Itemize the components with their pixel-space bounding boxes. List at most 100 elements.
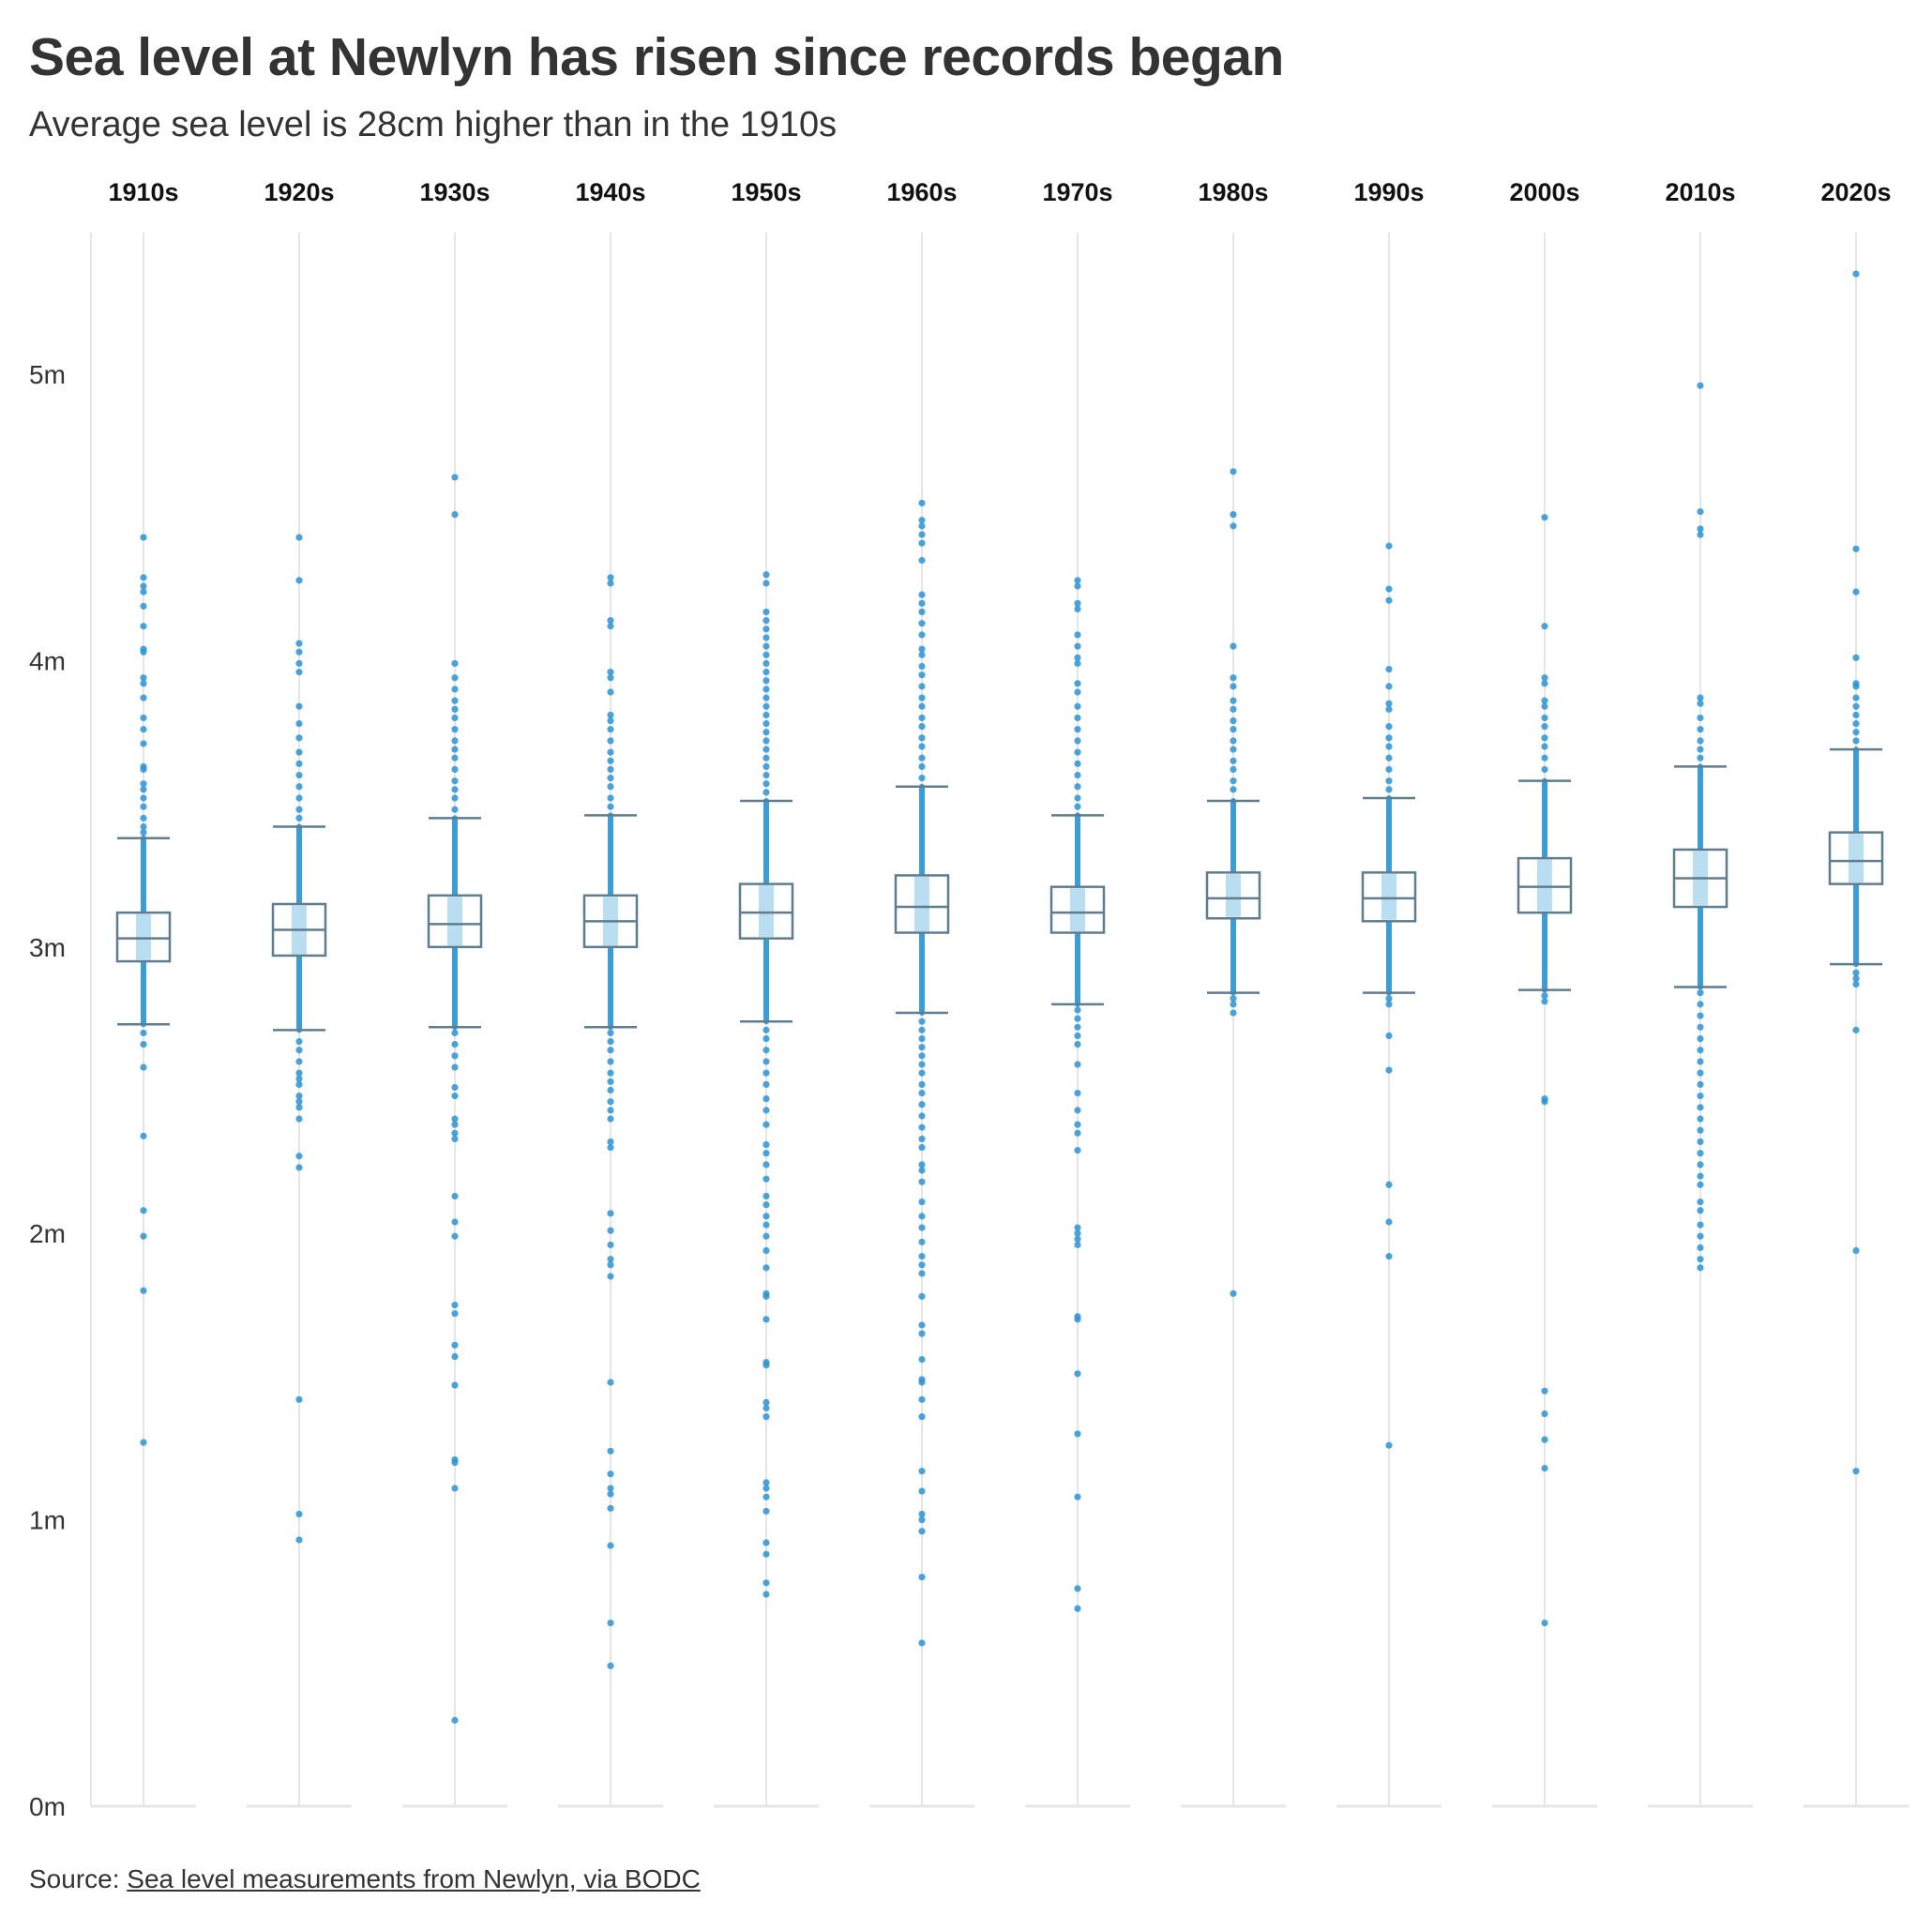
outlier-point xyxy=(140,1287,147,1294)
outlier-point xyxy=(1541,723,1548,731)
outlier-point xyxy=(1074,1107,1081,1114)
source-note: Source: Sea level measurements from Newl… xyxy=(29,1864,701,1894)
outlier-point xyxy=(451,705,459,713)
outlier-point xyxy=(1385,743,1393,750)
outlier-point xyxy=(295,1510,303,1518)
outlier-point xyxy=(918,1112,926,1120)
outlier-point xyxy=(140,602,147,610)
outlier-point xyxy=(1697,1207,1704,1214)
outlier-point xyxy=(140,574,147,581)
outlier-point xyxy=(140,1029,147,1037)
outlier-point xyxy=(1230,683,1237,690)
outlier-point xyxy=(1230,777,1237,785)
outlier-point xyxy=(607,1273,614,1280)
outlier-point xyxy=(918,754,926,761)
outlier-point xyxy=(762,1080,770,1088)
outlier-point xyxy=(1541,743,1548,750)
outlier-point xyxy=(918,1516,926,1524)
outlier-point xyxy=(1074,1316,1081,1323)
outlier-point xyxy=(918,1574,926,1581)
x-category-label: 1980s xyxy=(1198,178,1268,206)
outlier-point xyxy=(1852,980,1860,988)
box-1920s xyxy=(271,825,327,1032)
outlier-point xyxy=(1697,1058,1704,1065)
outlier-point xyxy=(1852,711,1860,719)
outlier-point xyxy=(1074,748,1081,756)
outlier-point xyxy=(918,1639,926,1647)
outlier-point xyxy=(1385,1181,1393,1188)
outlier-point xyxy=(140,534,147,541)
outlier-point xyxy=(918,1330,926,1337)
outlier-point xyxy=(918,775,926,782)
x-category-label: 1960s xyxy=(886,178,957,206)
outlier-point xyxy=(295,760,303,767)
outlier-point xyxy=(451,786,459,793)
outlier-point xyxy=(1385,596,1393,604)
box-2020s xyxy=(1828,747,1884,966)
outlier-point xyxy=(1697,694,1704,701)
outlier-point xyxy=(918,591,926,598)
outlier-point xyxy=(918,1199,926,1206)
outlier-point xyxy=(140,794,147,802)
outlier-point xyxy=(1697,737,1704,745)
outlier-point xyxy=(918,1468,926,1475)
outlier-point xyxy=(918,556,926,565)
x-category-label: 1910s xyxy=(108,178,178,206)
y-tick-label: 0m xyxy=(29,1792,66,1821)
outlier-point xyxy=(607,580,614,587)
outlier-point xyxy=(607,748,614,756)
outlier-point xyxy=(607,794,614,802)
outlier-point xyxy=(607,1115,614,1123)
outlier-point xyxy=(762,1232,770,1240)
outlier-point xyxy=(918,1261,926,1269)
outlier-point xyxy=(1074,702,1081,710)
outlier-point xyxy=(1852,683,1860,690)
outlier-point xyxy=(762,1591,770,1598)
outlier-point xyxy=(607,1619,614,1627)
outlier-point xyxy=(762,1479,770,1486)
outlier-point xyxy=(918,517,926,524)
outlier-point xyxy=(762,1192,770,1200)
outlier-point xyxy=(140,822,147,831)
outlier-point xyxy=(140,1439,147,1446)
outlier-point xyxy=(762,617,770,625)
outlier-point xyxy=(451,1129,459,1137)
outlier-point xyxy=(607,1490,614,1498)
outlier-point xyxy=(1541,1098,1548,1106)
outlier-point xyxy=(1074,1129,1081,1137)
outlier-point xyxy=(451,474,459,481)
outlier-point xyxy=(451,1716,459,1724)
outlier-point xyxy=(140,1232,147,1240)
box-1910s xyxy=(115,837,172,1026)
outlier-point xyxy=(762,677,770,685)
outlier-point xyxy=(1385,1032,1393,1040)
outlier-point xyxy=(140,582,147,590)
y-tick-label: 4m xyxy=(29,646,66,675)
outlier-point xyxy=(295,1395,303,1403)
outlier-point xyxy=(762,762,770,770)
outlier-point xyxy=(762,1398,770,1406)
outlier-point xyxy=(1541,623,1548,630)
outlier-point xyxy=(1852,588,1860,596)
outlier-point xyxy=(295,1047,303,1054)
outlier-point xyxy=(1697,525,1704,533)
outlier-point xyxy=(451,1301,459,1309)
outlier-point xyxy=(1385,665,1393,673)
outlier-point xyxy=(295,1093,303,1100)
outlier-point xyxy=(1385,542,1393,550)
outlier-point xyxy=(1697,1012,1704,1019)
outlier-point xyxy=(295,1075,303,1082)
outlier-point xyxy=(918,1052,926,1060)
outlier-point xyxy=(1074,1089,1081,1097)
outlier-point xyxy=(140,714,147,722)
outlier-point xyxy=(451,1121,459,1128)
outlier-point xyxy=(451,1352,459,1361)
outlier-point xyxy=(140,740,147,747)
outlier-point xyxy=(1385,1066,1393,1074)
outlier-point xyxy=(140,588,147,596)
outlier-point xyxy=(762,651,770,658)
outlier-point xyxy=(918,539,926,547)
outlier-point xyxy=(762,1140,770,1149)
outlier-point xyxy=(607,803,614,810)
source-link[interactable]: Sea level measurements from Newlyn, via … xyxy=(127,1864,701,1893)
